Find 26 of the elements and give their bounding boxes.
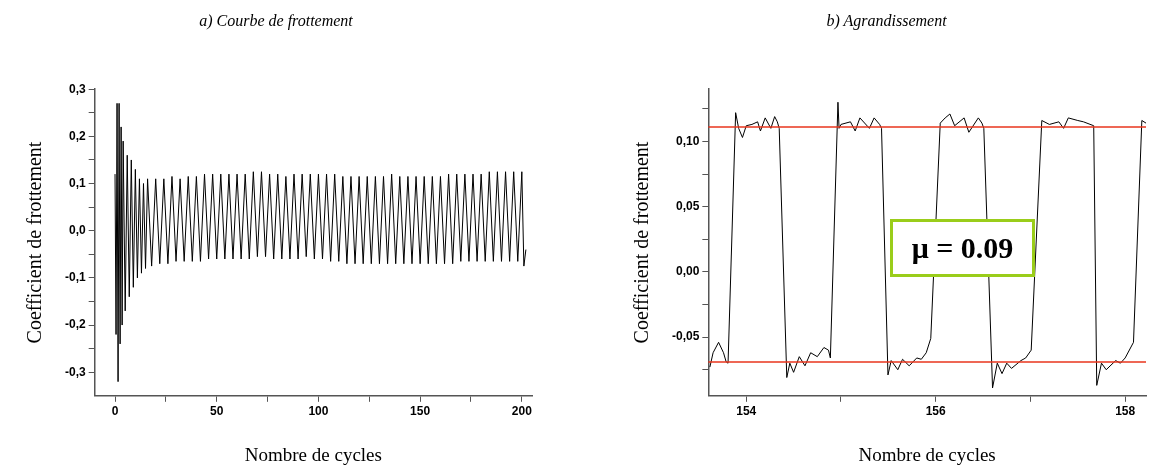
x-axis-title: Nombre de cycles <box>858 443 996 465</box>
x-tick-label: 200 <box>511 404 533 419</box>
y-tick-label: 0,0 <box>68 223 86 238</box>
x-tick-label: 158 <box>1115 404 1136 419</box>
y-tick-label: 0,2 <box>68 128 86 143</box>
annotation: μ = 0.09 <box>890 219 1035 277</box>
x-tick-label: 50 <box>210 404 224 419</box>
y-tick-label: -0,2 <box>64 317 86 332</box>
x-tick-label: 100 <box>308 404 329 419</box>
y-tick-label: -0,3 <box>64 364 86 379</box>
x-tick-label: 156 <box>925 404 947 419</box>
x-axis-title: Nombre de cycles <box>244 443 382 465</box>
y-tick-label: 0,05 <box>675 198 700 213</box>
x-tick-label: 150 <box>410 404 431 419</box>
y-tick-label: 0,00 <box>675 264 700 279</box>
y-tick-label: -0,1 <box>64 270 86 285</box>
y-tick-label: -0,05 <box>671 329 700 344</box>
chart-title: a) Courbe de frottement <box>199 11 354 30</box>
y-axis-title: Coefficient de frottement <box>630 141 653 344</box>
y-tick-label: 0,3 <box>68 81 86 96</box>
y-tick-label: 0,1 <box>68 175 86 190</box>
y-axis-title: Coefficient de frottement <box>23 141 46 344</box>
x-tick-label: 0 <box>111 404 119 419</box>
y-tick-label: 0,10 <box>675 133 700 148</box>
chart-title: b) Agrandissement <box>826 11 948 30</box>
x-tick-label: 154 <box>736 404 757 419</box>
